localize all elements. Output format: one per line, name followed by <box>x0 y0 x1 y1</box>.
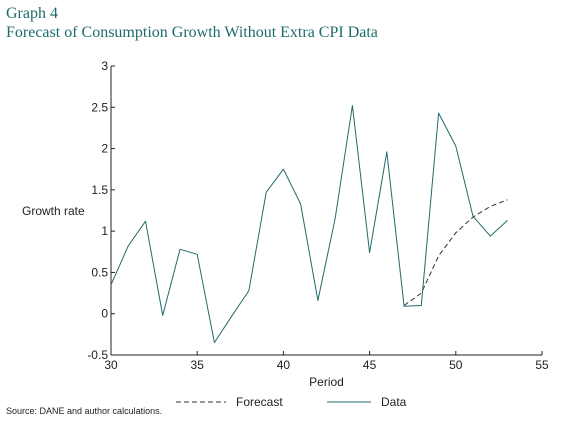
x-tick-label: 40 <box>277 358 291 372</box>
legend-label-forecast: Forecast <box>236 395 283 409</box>
y-tick-label: 2 <box>101 142 108 156</box>
source-note: Source: DANE and author calculations. <box>6 406 163 416</box>
chart-axes: -0.5 0 0.5 1 1.5 2 2.5 3 30 35 40 45 50 55 Period Growt… <box>22 59 549 389</box>
y-tick-label: 1.5 <box>91 183 108 197</box>
y-tick-label: 0 <box>101 307 108 321</box>
chart-title-block: Graph 4 Forecast of Consumption Growth W… <box>6 4 378 42</box>
y-tick-label: 0.5 <box>91 265 108 279</box>
y-axis-label: Growth rate <box>22 204 85 218</box>
chart-title: Forecast of Consumption Growth Without E… <box>6 24 378 41</box>
x-tick-label: 30 <box>104 358 118 372</box>
chart-legend: Forecast Data <box>176 395 407 409</box>
x-tick-label: 35 <box>191 358 205 372</box>
legend-label-data: Data <box>381 395 407 409</box>
graph-number: Graph 4 <box>6 5 58 22</box>
y-tick-label: 3 <box>101 59 108 73</box>
y-tick-label: 1 <box>101 224 108 238</box>
x-axis-label: Period <box>309 375 344 389</box>
x-tick-label: 55 <box>535 358 549 372</box>
y-tick-label: 2.5 <box>91 100 108 114</box>
y-tick-label: -0.5 <box>87 348 108 362</box>
x-tick-label: 50 <box>449 358 463 372</box>
series-line-data <box>110 105 508 344</box>
series-line-forecast <box>403 199 508 306</box>
x-tick-label: 45 <box>363 358 377 372</box>
chart-series <box>110 105 508 344</box>
